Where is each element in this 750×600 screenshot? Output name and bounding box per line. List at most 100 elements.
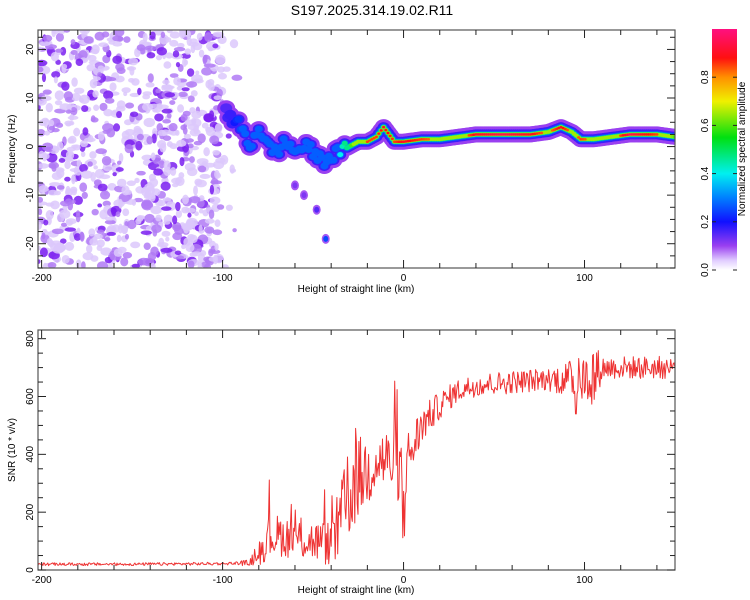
noise-blob — [51, 71, 61, 79]
noise-blob — [97, 203, 103, 208]
noise-blob — [209, 196, 221, 205]
noise-blob — [97, 65, 105, 71]
noise-blob — [204, 263, 212, 268]
noise-blob — [131, 199, 137, 206]
noise-blob — [172, 215, 178, 225]
spectrogram-marks — [38, 30, 675, 268]
noise-blob — [91, 208, 99, 216]
noise-blob — [122, 208, 130, 217]
noise-blob — [96, 261, 109, 268]
noise-blob — [56, 169, 65, 178]
noise-blob — [54, 100, 63, 106]
noise-blob — [104, 216, 115, 221]
noise-blob — [45, 102, 53, 113]
snr-line — [38, 350, 675, 567]
noise-blob — [161, 108, 173, 114]
noise-blob — [64, 198, 73, 205]
noise-blob — [89, 78, 98, 89]
noise-blob — [205, 126, 216, 137]
noise-blob — [160, 247, 173, 253]
noise-blob — [166, 141, 173, 148]
noise-blob — [61, 255, 70, 264]
noise-blob — [116, 234, 122, 243]
noise-blob — [43, 153, 50, 160]
snr-x-axis-label: Height of straight line (km) — [298, 585, 415, 596]
noise-blob — [116, 160, 122, 165]
noise-blob — [162, 79, 170, 85]
noise-blob — [79, 30, 91, 35]
noise-blob — [193, 140, 203, 146]
noise-blob — [177, 104, 185, 113]
colorbar-gradient — [712, 29, 737, 270]
noise-blob — [186, 81, 198, 88]
noise-blob — [151, 224, 162, 234]
noise-blob — [150, 205, 162, 215]
noise-blob — [56, 213, 65, 223]
snr-y-ticks: 0 200 400 600 800 — [25, 330, 675, 573]
noise-blob — [189, 156, 195, 164]
noise-blob — [229, 168, 237, 173]
noise-blob — [184, 220, 194, 231]
noise-blob — [229, 39, 239, 49]
signal-blob — [426, 137, 431, 141]
colorbar-ticks: 0.0 0.2 0.4 0.6 0.8 — [700, 70, 737, 277]
noise-blob — [198, 49, 205, 58]
noise-blob — [214, 253, 224, 264]
noise-blob — [116, 178, 127, 187]
noise-blob — [225, 133, 232, 139]
noise-blob — [69, 114, 75, 121]
noise-blob — [45, 202, 55, 207]
noise-blob — [175, 201, 181, 212]
signal-blob — [306, 140, 315, 148]
noise-blob — [203, 147, 210, 157]
noise-blob — [54, 48, 64, 53]
y-tick-label: 200 — [25, 503, 36, 520]
snr-y-axis-label: SNR (10 * v/v) — [7, 418, 18, 482]
noise-blob — [116, 67, 126, 75]
noise-blob — [64, 241, 75, 251]
noise-blob — [212, 229, 223, 236]
noise-blob — [54, 90, 65, 101]
noise-blob — [78, 50, 88, 60]
signal-blob — [399, 140, 403, 144]
noise-blob — [115, 167, 124, 172]
noise-blob — [96, 239, 105, 248]
noise-blob — [44, 130, 51, 136]
noise-blob — [41, 117, 49, 123]
noise-blob — [168, 123, 178, 132]
noise-blob — [178, 91, 188, 97]
noise-blob — [173, 76, 181, 86]
noise-blob — [56, 185, 65, 190]
noise-blob — [156, 103, 163, 110]
noise-blob — [219, 154, 229, 165]
noise-blob — [126, 180, 136, 187]
y-tick-label: -20 — [25, 236, 36, 251]
noise-blob — [169, 31, 181, 39]
noise-blob — [73, 195, 83, 205]
signal-blob — [329, 156, 338, 164]
noise-blob — [173, 47, 186, 52]
noise-blob — [86, 244, 93, 254]
y-tick-label: 0 — [25, 143, 36, 149]
signal-blob — [388, 134, 392, 138]
noise-blob — [203, 63, 216, 68]
noise-blob — [81, 105, 89, 112]
noise-blob — [63, 91, 74, 101]
noise-blob — [71, 93, 82, 102]
noise-blob — [162, 197, 172, 202]
colorbar-label: Normalized spectral amplitude — [737, 81, 748, 216]
noise-blob — [213, 95, 222, 101]
colorbar-tick-label: 0.4 — [700, 166, 711, 180]
noise-blob — [55, 122, 64, 128]
noise-blob — [165, 236, 170, 242]
noise-blob — [67, 137, 75, 144]
noise-blob — [93, 165, 98, 170]
noise-blob — [186, 68, 195, 77]
signal-blob — [365, 140, 369, 144]
noise-blob — [103, 90, 114, 100]
noise-blob — [179, 156, 185, 167]
noise-blob — [38, 259, 41, 264]
noise-blob — [79, 182, 88, 193]
noise-blob — [41, 142, 54, 152]
noise-blob — [161, 230, 171, 237]
